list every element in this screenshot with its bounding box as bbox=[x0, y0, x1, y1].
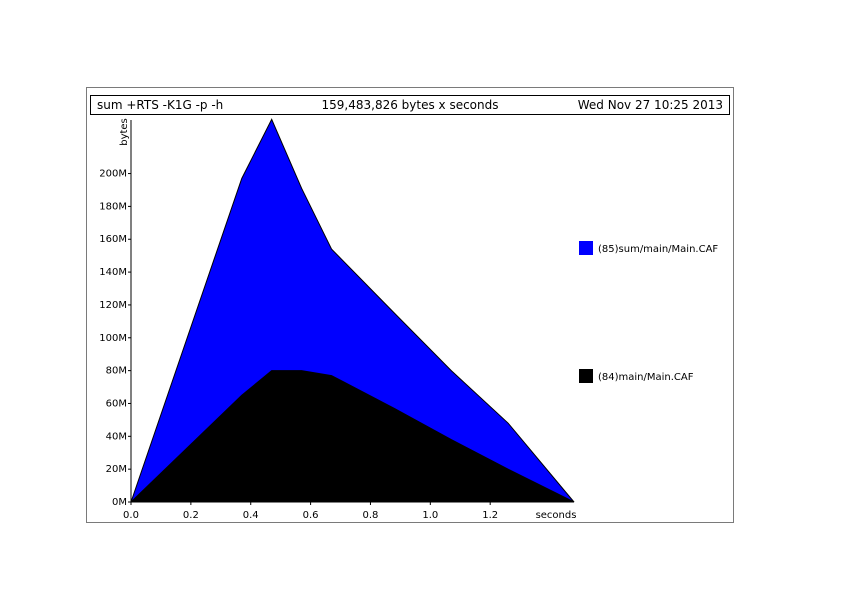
y-tick-label-2: 40M bbox=[106, 431, 127, 442]
x-tick-label-3: 0.6 bbox=[303, 510, 319, 521]
x-tick-label-0: 0.0 bbox=[123, 510, 139, 521]
legend-swatch-0 bbox=[579, 241, 593, 255]
y-tick-label-8: 160M bbox=[99, 234, 127, 245]
x-tick-label-6: 1.2 bbox=[482, 510, 498, 521]
x-tick-label-1: 0.2 bbox=[183, 510, 199, 521]
legend-swatch-1 bbox=[579, 369, 593, 383]
y-tick-label-1: 20M bbox=[106, 464, 127, 475]
header-date: Wed Nov 27 10:25 2013 bbox=[577, 98, 723, 112]
y-tick-label-0: 0M bbox=[112, 497, 127, 508]
legend-label-0: (85)sum/main/Main.CAF bbox=[598, 244, 718, 255]
x-axis-label: seconds bbox=[536, 510, 577, 521]
y-tick-label-10: 200M bbox=[99, 169, 127, 180]
y-tick-label-6: 120M bbox=[99, 300, 127, 311]
x-tick-label-2: 0.4 bbox=[243, 510, 259, 521]
chart-frame bbox=[86, 87, 734, 523]
chart-header: sum +RTS -K1G -p -h 159,483,826 bytes x … bbox=[90, 95, 730, 115]
y-axis-label: bytes bbox=[119, 118, 130, 146]
x-tick-label-5: 1.0 bbox=[422, 510, 438, 521]
x-tick-label-4: 0.8 bbox=[363, 510, 379, 521]
legend-label-1: (84)main/Main.CAF bbox=[598, 372, 694, 383]
header-command: sum +RTS -K1G -p -h bbox=[97, 98, 224, 112]
header-total: 159,483,826 bytes x seconds bbox=[321, 98, 499, 112]
y-tick-label-4: 80M bbox=[106, 366, 127, 377]
y-tick-label-5: 100M bbox=[99, 333, 127, 344]
y-tick-label-3: 60M bbox=[106, 398, 127, 409]
y-tick-label-7: 140M bbox=[99, 267, 127, 278]
y-tick-label-9: 180M bbox=[99, 201, 127, 212]
